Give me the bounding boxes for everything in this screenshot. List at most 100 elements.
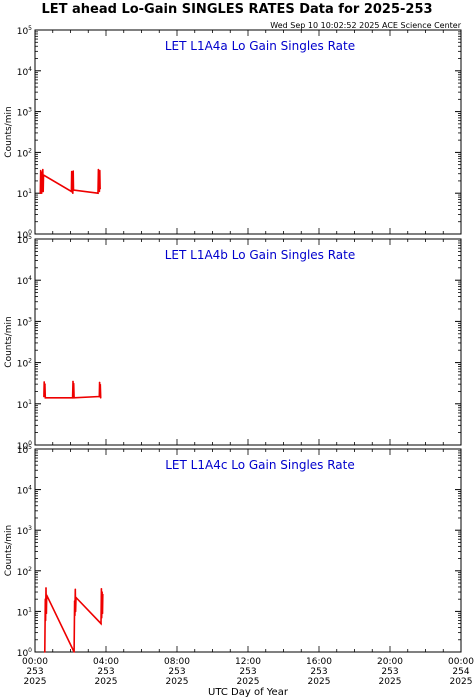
x-tick-year: 2025: [379, 677, 402, 687]
y-tick-label: 105: [17, 25, 32, 37]
y-tick-label: 101: [17, 606, 32, 618]
x-tick-year: 2025: [450, 677, 473, 687]
data-point: [72, 393, 75, 396]
data-point: [70, 170, 73, 173]
data-point: [44, 397, 47, 399]
y-axis-label: Counts/min: [4, 525, 14, 576]
data-point: [98, 171, 100, 174]
data-point: [45, 587, 47, 589]
data-point: [39, 192, 42, 194]
data-point: [70, 190, 73, 193]
data-point: [42, 190, 44, 193]
data-point: [100, 616, 103, 619]
y-tick-label: 102: [17, 147, 32, 159]
x-tick-time: 00:00: [448, 657, 474, 667]
data-point: [44, 383, 46, 385]
data-point: [41, 186, 44, 188]
data-point: [73, 397, 75, 399]
data-point: [97, 168, 100, 171]
data-point: [99, 397, 102, 399]
data-point: [71, 397, 74, 399]
data-point: [99, 393, 101, 396]
data-point: [44, 598, 47, 600]
panel-b: 100 101 102 103 104 105 LET L1A4b Lo Gain Sing…: [4, 234, 462, 452]
x-tick-year: 2025: [166, 677, 189, 687]
y-tick-label: 100: [17, 229, 32, 241]
y-tick-label: 102: [17, 566, 32, 578]
x-tick-time: 16:00: [306, 657, 332, 667]
data-point: [99, 169, 101, 172]
data-point: [75, 596, 77, 599]
data-point: [102, 593, 104, 596]
data-point: [100, 588, 103, 590]
data-point: [74, 610, 77, 613]
data-point: [39, 169, 42, 172]
data-point: [72, 382, 75, 385]
x-tick-doy: 253: [381, 667, 398, 677]
series-line: [44, 587, 104, 653]
data-point: [45, 612, 48, 615]
y-tick-label: 105: [17, 444, 32, 456]
data-point: [97, 189, 100, 191]
y-axis-label: Counts/min: [4, 316, 14, 367]
x-tick-time: 12:00: [235, 657, 261, 667]
series-line: [43, 381, 102, 399]
x-tick-doy: 254: [452, 667, 469, 677]
x-axis-label: UTC Day of Year: [208, 687, 289, 698]
x-tick-doy: 253: [97, 667, 114, 677]
data-point: [40, 171, 43, 173]
panel-title: LET L1A4a Lo Gain Singles Rate: [165, 39, 355, 53]
data-point: [98, 395, 101, 398]
data-point: [44, 619, 47, 622]
data-point: [71, 187, 73, 190]
x-tick-doy: 253: [26, 667, 43, 677]
x-tick-time: 00:00: [22, 657, 48, 667]
x-tick-time: 04:00: [93, 657, 119, 667]
data-point: [45, 594, 48, 596]
x-tick-doy: 253: [310, 667, 327, 677]
panel-c: 100 101 102 103 104 105 LET L1A4c Lo Gain Sing…: [4, 444, 462, 659]
data-point: [41, 172, 43, 175]
data-point: [40, 192, 43, 194]
data-point: [71, 172, 74, 175]
x-tick-time: 08:00: [164, 657, 190, 667]
y-tick-label: 100: [17, 647, 32, 659]
y-tick-label: 101: [17, 188, 32, 200]
timestamp: Wed Sep 10 10:02:52 2025 ACE Science Cen…: [270, 21, 461, 30]
data-point: [40, 189, 42, 191]
data-point: [74, 614, 76, 617]
x-tick-year: 2025: [237, 677, 260, 687]
data-point: [97, 192, 99, 194]
panel-frame: [34, 238, 462, 446]
data-point: [73, 651, 75, 653]
data-point: [72, 192, 74, 194]
data-point: [101, 591, 103, 593]
data-point: [98, 190, 101, 193]
data-point: [72, 380, 74, 383]
data-point: [43, 394, 46, 397]
data-point: [44, 651, 46, 653]
x-tick-doy: 253: [168, 667, 185, 677]
x-tick-time: 20:00: [377, 657, 403, 667]
data-point: [72, 170, 74, 172]
data-point: [42, 168, 44, 171]
panel-frame: [34, 29, 462, 235]
y-tick-label: 103: [17, 525, 32, 537]
data-point: [43, 381, 45, 383]
x-tick-year: 2025: [24, 677, 47, 687]
x-axis: 00:00253202504:00253202508:00253202512:0…: [22, 657, 474, 687]
panel-title: LET L1A4b Lo Gain Singles Rate: [165, 248, 356, 262]
y-tick-label: 104: [17, 275, 32, 287]
chart-title: LET ahead Lo-Gain SINGLES RATES Data for…: [41, 2, 432, 17]
x-tick-year: 2025: [308, 677, 331, 687]
panel-a: 100 101 102 103 104 105 LET L1A4a Lo Gain Sing…: [4, 25, 462, 241]
y-tick-label: 101: [17, 399, 32, 411]
series-line: [39, 169, 101, 195]
x-tick-doy: 253: [239, 667, 256, 677]
panel-title: LET L1A4c Lo Gain Singles Rate: [165, 458, 355, 472]
